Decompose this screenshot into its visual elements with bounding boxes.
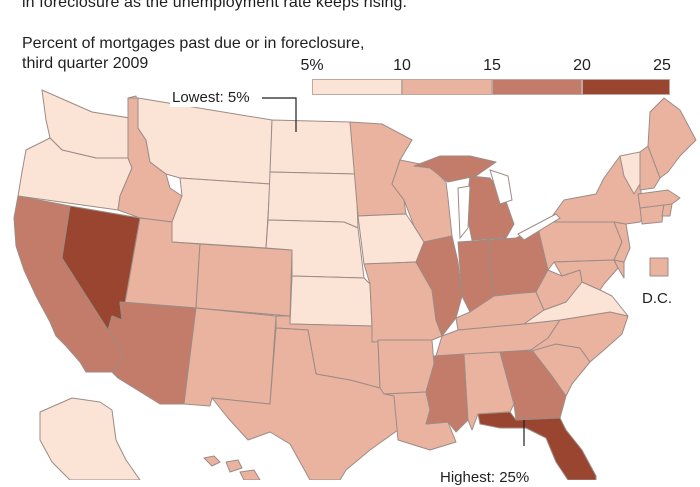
legend-tick-5: 5% (300, 57, 324, 74)
state-ME (647, 97, 697, 179)
state-FL (477, 411, 597, 480)
legend-swatch-2 (402, 79, 492, 95)
lowest-callout: Lowest: 5% (170, 89, 252, 107)
map-subtitle: Percent of mortgages past due or in fore… (22, 34, 364, 74)
state-NH (639, 145, 661, 191)
legend-swatch-3 (492, 79, 582, 95)
subtitle-line-1: Percent of mortgages past due or in fore… (22, 35, 365, 52)
state-HI (203, 455, 261, 480)
state-AZ (107, 301, 197, 405)
lowest-leader-line (262, 97, 297, 132)
dc-label: D.C. (642, 290, 672, 307)
legend-tick-25: 25 (653, 57, 671, 74)
legend-tick-15: 15 (483, 57, 501, 74)
legend-swatch-1 (312, 79, 402, 95)
state-KS (289, 275, 373, 327)
state-MA (637, 189, 681, 209)
state-WI (391, 159, 453, 243)
state-NM (183, 307, 277, 407)
state-TX (211, 327, 399, 480)
lake-michigan (457, 185, 471, 240)
highest-callout: Highest: 25% (438, 469, 532, 487)
lake-huron (489, 169, 513, 205)
state-CO (195, 243, 293, 317)
state-DC (649, 257, 669, 277)
subtitle-line-2: third quarter 2009 (22, 55, 149, 72)
state-RI (661, 203, 673, 217)
state-SD (267, 171, 359, 229)
state-ND (269, 119, 357, 175)
state-NC (527, 311, 629, 363)
headline: in foreclosure as the unemployment rate … (22, 0, 408, 11)
lake-erie (517, 213, 561, 241)
legend-tick-20: 20 (573, 57, 591, 74)
state-AK (39, 397, 141, 480)
state-VT (619, 151, 641, 195)
state-WY (171, 177, 271, 249)
color-legend: 5% 10 15 20 25 (300, 57, 672, 101)
legend-swatch-4 (582, 79, 670, 95)
legend-tick-10: 10 (393, 57, 411, 74)
state-IL (415, 235, 463, 337)
state-AR (377, 339, 435, 395)
